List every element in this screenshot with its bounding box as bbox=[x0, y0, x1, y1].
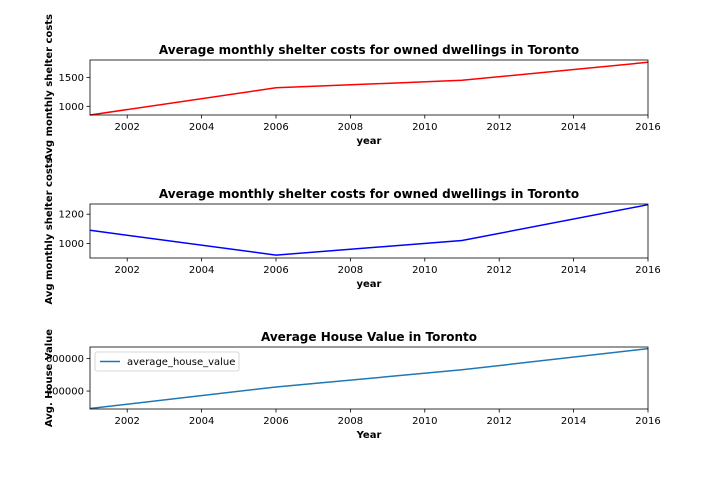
y-tick-label: 1200 bbox=[59, 210, 84, 221]
subplot-3: Average House Value in Toronto 2002 2004 20… bbox=[44, 329, 661, 441]
x-tick-label: 2016 bbox=[635, 122, 660, 133]
chart-title: Average House Value in Toronto bbox=[261, 330, 477, 344]
y-axis-label: Avg monthly shelter costs bbox=[44, 14, 55, 161]
x-tick-label: 2006 bbox=[263, 265, 288, 276]
x-tick-label: 2008 bbox=[338, 122, 363, 133]
subplot-1: Average monthly shelter costs for owned … bbox=[44, 14, 661, 161]
x-tick-label: 2014 bbox=[561, 122, 586, 133]
x-tick-label: 2012 bbox=[486, 265, 511, 276]
x-tick-label: 2014 bbox=[561, 416, 586, 427]
x-tick-label: 2016 bbox=[635, 265, 660, 276]
y-tick-label: 600000 bbox=[46, 354, 84, 365]
y-tick-label: 400000 bbox=[46, 387, 84, 398]
x-tick-label: 2010 bbox=[412, 122, 437, 133]
y-tick-label: 1000 bbox=[59, 102, 84, 113]
y-tick-label: 1500 bbox=[59, 73, 84, 84]
y-axis-label: Avg monthly shelter costs bbox=[44, 157, 55, 304]
series-line-1 bbox=[89, 203, 649, 256]
x-tick-label: 2008 bbox=[338, 265, 363, 276]
x-tick-label: 2014 bbox=[561, 265, 586, 276]
x-axis-label: year bbox=[357, 279, 382, 290]
x-tick-label: 2004 bbox=[189, 265, 214, 276]
x-tick-label: 2004 bbox=[189, 416, 214, 427]
x-tick-label: 2002 bbox=[114, 265, 139, 276]
series-line-1 bbox=[89, 61, 649, 116]
x-tick-label: 2010 bbox=[412, 416, 437, 427]
plot-frame bbox=[89, 346, 649, 410]
x-tick-label: 2002 bbox=[114, 416, 139, 427]
x-tick-label: 2016 bbox=[635, 416, 660, 427]
plot-frame bbox=[89, 203, 649, 259]
x-tick-label: 2008 bbox=[338, 416, 363, 427]
subplot-2: Average monthly shelter costs for owned … bbox=[44, 157, 661, 304]
chart-title: Average monthly shelter costs for owned … bbox=[159, 187, 579, 201]
y-tick-label: 1000 bbox=[59, 239, 84, 250]
x-tick-label: 2010 bbox=[412, 265, 437, 276]
x-tick-label: 2012 bbox=[486, 122, 511, 133]
x-axis-label: Year bbox=[356, 430, 382, 441]
x-axis-label: year bbox=[357, 136, 382, 147]
x-tick-label: 2012 bbox=[486, 416, 511, 427]
x-tick-label: 2006 bbox=[263, 122, 288, 133]
x-tick-label: 2002 bbox=[114, 122, 139, 133]
legend-label: average_house_value bbox=[127, 357, 235, 368]
y-axis-label: Avg. House Value bbox=[44, 329, 55, 427]
x-tick-label: 2004 bbox=[189, 122, 214, 133]
legend-box bbox=[94, 351, 240, 372]
plot-frame bbox=[89, 59, 649, 116]
series-line-1 bbox=[89, 347, 649, 410]
legend: average_house_value bbox=[94, 351, 240, 372]
x-tick-label: 2006 bbox=[263, 416, 288, 427]
chart-title: Average monthly shelter costs for owned … bbox=[159, 43, 579, 57]
